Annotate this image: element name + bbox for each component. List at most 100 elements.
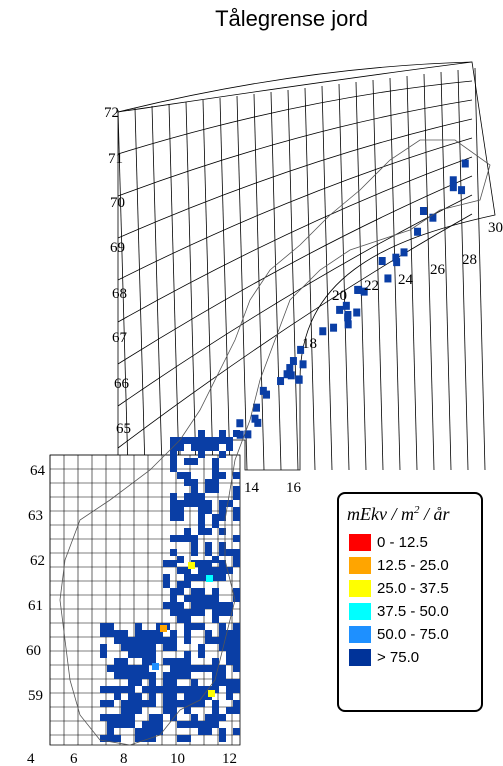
grid-parallel [117, 99, 473, 197]
grid-meridian [168, 103, 180, 471]
land-cell [135, 700, 142, 707]
land-cell [121, 686, 128, 693]
land-cell [236, 419, 244, 428]
land-cell [156, 728, 163, 735]
land-cell [149, 735, 156, 742]
land-cell [135, 728, 142, 735]
land-cell [184, 567, 191, 574]
land-cell [198, 430, 205, 437]
land-cell [184, 500, 191, 507]
land-cell [170, 514, 177, 521]
land-cell [142, 665, 149, 672]
land-cell [184, 609, 191, 616]
land-cell [149, 686, 156, 693]
latitude-label: 71 [108, 151, 123, 167]
land-cell [212, 672, 219, 679]
land-cell [226, 658, 233, 665]
land-cell [219, 644, 226, 651]
land-cell [170, 658, 177, 665]
land-cell [289, 357, 297, 366]
land-cell [336, 305, 344, 314]
legend-item: 12.5 - 25.0 [349, 554, 481, 577]
land-cell [212, 714, 219, 721]
land-cell [128, 714, 135, 721]
land-cell [219, 549, 226, 556]
land-cell [198, 493, 205, 500]
land-cell [184, 479, 191, 486]
land-cell [170, 637, 177, 644]
land-cell [114, 658, 121, 665]
land-cell [233, 486, 240, 493]
land-cell [188, 562, 195, 569]
land-cell [233, 700, 240, 707]
land-cell [149, 728, 156, 735]
land-cell [135, 665, 142, 672]
latitude-label: 59 [28, 688, 43, 704]
land-cell [360, 287, 368, 296]
land-cell [170, 609, 177, 616]
grid-meridian [236, 95, 248, 471]
land-cell [128, 700, 135, 707]
land-cell [198, 644, 205, 651]
longitude-label: 22 [364, 278, 379, 294]
land-cell [208, 690, 215, 697]
land-cell [233, 679, 240, 686]
land-cell [212, 521, 219, 528]
land-cell [191, 437, 198, 444]
land-cell [170, 700, 177, 707]
land-cell [170, 644, 177, 651]
land-cell [149, 721, 156, 728]
land-cell [156, 630, 163, 637]
land-cell [449, 176, 457, 185]
land-cell [128, 679, 135, 686]
land-cell [177, 672, 184, 679]
land-cell [128, 686, 135, 693]
land-cell [212, 472, 219, 479]
land-cell [226, 609, 233, 616]
land-cell [219, 679, 226, 686]
land-cell [184, 630, 191, 637]
land-cell [297, 345, 305, 354]
land-cell [184, 672, 191, 679]
land-cell [191, 479, 198, 486]
land-cell [226, 644, 233, 651]
land-cell [128, 707, 135, 714]
land-cell [191, 574, 198, 581]
land-cell [191, 679, 198, 686]
land-cell [212, 444, 219, 451]
land-cell [252, 403, 260, 412]
land-cell [429, 213, 437, 222]
land-cell [177, 556, 184, 563]
land-cell [205, 542, 212, 549]
land-cell [205, 728, 212, 735]
land-cell [156, 714, 163, 721]
land-cell [121, 721, 128, 728]
land-cell [191, 549, 198, 556]
land-cell [100, 651, 107, 658]
land-cell [219, 451, 226, 458]
land-cell [177, 721, 184, 728]
land-cell [170, 500, 177, 507]
land-cell [163, 707, 170, 714]
grid-meridian [304, 87, 316, 471]
land-cell [170, 707, 177, 714]
land-cell [149, 630, 156, 637]
land-cell [212, 437, 219, 444]
land-cell [107, 728, 114, 735]
land-cell [191, 721, 198, 728]
longitude-label: 20 [332, 288, 347, 304]
land-cell [128, 672, 135, 679]
land-cell [212, 637, 219, 644]
land-cell [135, 679, 142, 686]
land-cell [149, 658, 156, 665]
legend-swatch [349, 603, 371, 620]
land-cell [233, 637, 240, 644]
land-cell [219, 560, 226, 567]
land-cell [212, 707, 219, 714]
grid-meridian [321, 85, 333, 471]
land-cell [205, 500, 212, 507]
land-cell [219, 735, 226, 742]
land-cell [114, 721, 121, 728]
land-cell [128, 665, 135, 672]
land-cell [184, 535, 191, 542]
